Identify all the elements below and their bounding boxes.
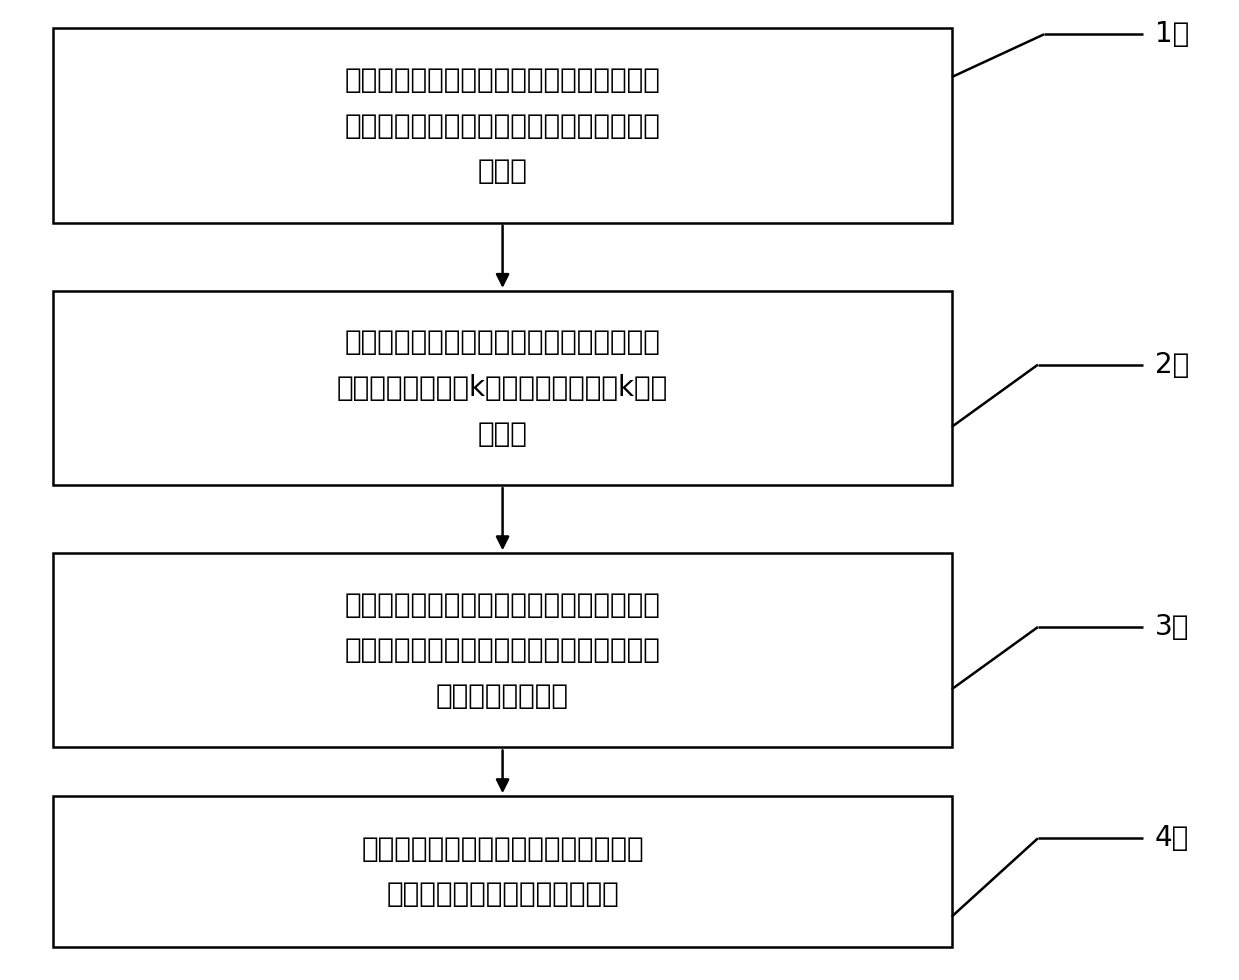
- Text: 4）: 4）: [1155, 824, 1189, 853]
- Text: 分别获取故障端口的负序网输入阻抗、零序
网输入阻抗、负序k网输入阻抗和零序k网输
入阻抗: 分别获取故障端口的负序网输入阻抗、零序 网输入阻抗、负序k网输入阻抗和零序k网输…: [337, 328, 668, 448]
- Bar: [53, 291, 952, 485]
- Text: 2）: 2）: [1155, 351, 1189, 378]
- Text: 3）: 3）: [1155, 613, 1189, 641]
- Bar: [53, 553, 952, 748]
- Text: 1）: 1）: [1155, 21, 1189, 48]
- Text: 根据故障点和故障端口，分别构建用以计算
复杂电力系统不对称短路电流周期分量的复
合序网: 根据故障点和故障端口，分别构建用以计算 复杂电力系统不对称短路电流周期分量的复 …: [344, 66, 660, 185]
- Text: 计算不同种类短路类型下的附加阻抗，将其
引入复杂电力系统，并对复合序网进行简化
得到网络简化模型: 计算不同种类短路类型下的附加阻抗，将其 引入复杂电力系统，并对复合序网进行简化 …: [344, 591, 660, 710]
- Bar: [53, 28, 952, 222]
- Bar: [53, 796, 952, 947]
- Text: 分别计算每种不对称短路类型下对应的
直流分量初值及其衰减时间常数: 分别计算每种不对称短路类型下对应的 直流分量初值及其衰减时间常数: [362, 835, 644, 908]
